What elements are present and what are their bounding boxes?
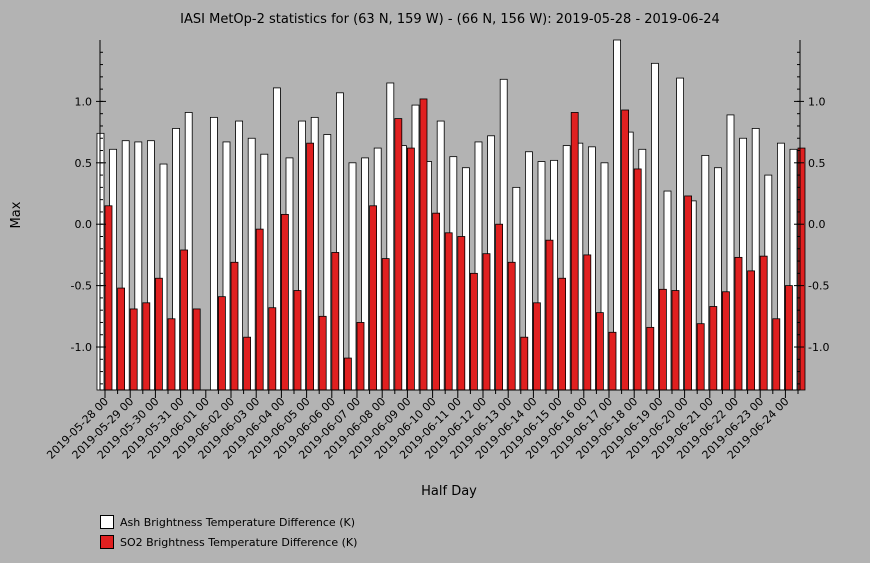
- so2-bar: [558, 277, 566, 391]
- so2-bar: [482, 253, 491, 391]
- so2-bar: [520, 336, 529, 391]
- so2-bar: [167, 318, 176, 391]
- y-tick-label-left: 0.0: [75, 218, 93, 231]
- so2-bar: [608, 331, 617, 391]
- y-tick-label-right: -0.5: [808, 280, 829, 293]
- legend-item-ash: Ash Brightness Temperature Difference (K…: [100, 512, 357, 532]
- so2-bar: [722, 291, 730, 391]
- so2-bar: [117, 287, 125, 391]
- so2-bar: [369, 205, 378, 391]
- so2-bar: [331, 252, 340, 391]
- so2-bar: [306, 142, 315, 391]
- so2-bar: [621, 109, 629, 391]
- so2-bar: [646, 326, 655, 391]
- legend-label-ash: Ash Brightness Temperature Difference (K…: [120, 515, 355, 529]
- so2-bar: [217, 296, 226, 391]
- so2-bar: [343, 357, 352, 391]
- ash-bar: [209, 116, 218, 391]
- so2-bar: [759, 255, 768, 391]
- so2-bar: [457, 236, 466, 391]
- so2-bar: [507, 261, 516, 391]
- y-tick-label-left: -1.0: [71, 341, 92, 354]
- legend-item-so2: SO2 Brightness Temperature Difference (K…: [100, 532, 357, 552]
- so2-bar: [545, 239, 554, 391]
- so2-bar: [394, 118, 403, 391]
- so2-bar: [154, 277, 163, 391]
- so2-bar: [747, 270, 755, 391]
- y-tick-label-right: 0.5: [808, 157, 826, 170]
- chart-title: IASI MetOp-2 statistics for (63 N, 159 W…: [180, 12, 720, 27]
- so2-bar: [797, 147, 806, 391]
- so2-bar: [772, 318, 781, 391]
- legend-swatch-ash: [100, 515, 114, 529]
- y-tick-label-right: -1.0: [808, 341, 829, 354]
- so2-bar: [104, 205, 113, 391]
- ash-bar: [348, 162, 357, 391]
- so2-bar: [381, 258, 390, 391]
- so2-bar: [785, 285, 793, 391]
- so2-bar: [583, 254, 592, 391]
- so2-bar: [495, 223, 504, 391]
- so2-bar: [709, 306, 718, 391]
- so2-bar: [469, 272, 478, 391]
- so2-bar: [570, 112, 579, 391]
- so2-bar: [180, 249, 189, 391]
- so2-bar: [129, 308, 138, 391]
- so2-bar: [142, 302, 151, 391]
- so2-bar: [419, 98, 428, 391]
- y-tick-label-right: 1.0: [808, 95, 826, 108]
- so2-bar: [444, 232, 453, 391]
- y-tick-label-right: 0.0: [808, 218, 826, 231]
- so2-bar: [406, 147, 415, 391]
- so2-bar: [192, 308, 201, 391]
- so2-bar: [533, 302, 541, 391]
- so2-bar: [633, 168, 642, 391]
- so2-bar: [230, 261, 239, 391]
- legend-swatch-so2: [100, 535, 114, 549]
- y-tick-label-left: 1.0: [75, 95, 93, 108]
- y-tick-label-left: -0.5: [71, 280, 92, 293]
- so2-bar: [255, 228, 264, 391]
- so2-bar: [671, 290, 680, 391]
- so2-bar: [268, 307, 277, 391]
- y-tick-label-left: 0.5: [75, 157, 93, 170]
- so2-bar: [356, 322, 365, 391]
- so2-bar: [684, 195, 692, 391]
- so2-bar: [696, 323, 705, 391]
- legend-label-so2: SO2 Brightness Temperature Difference (K…: [120, 535, 358, 549]
- so2-bar: [432, 212, 441, 391]
- x-axis-label: Half Day: [421, 484, 477, 499]
- so2-bar: [734, 256, 743, 391]
- legend: Ash Brightness Temperature Difference (K…: [100, 512, 357, 552]
- so2-bar: [293, 290, 302, 391]
- so2-bar: [243, 336, 252, 391]
- so2-bar: [596, 312, 604, 391]
- so2-bar: [280, 213, 289, 391]
- y-axis-label: Max: [9, 201, 24, 228]
- so2-bar: [318, 315, 327, 391]
- so2-bar: [659, 288, 667, 391]
